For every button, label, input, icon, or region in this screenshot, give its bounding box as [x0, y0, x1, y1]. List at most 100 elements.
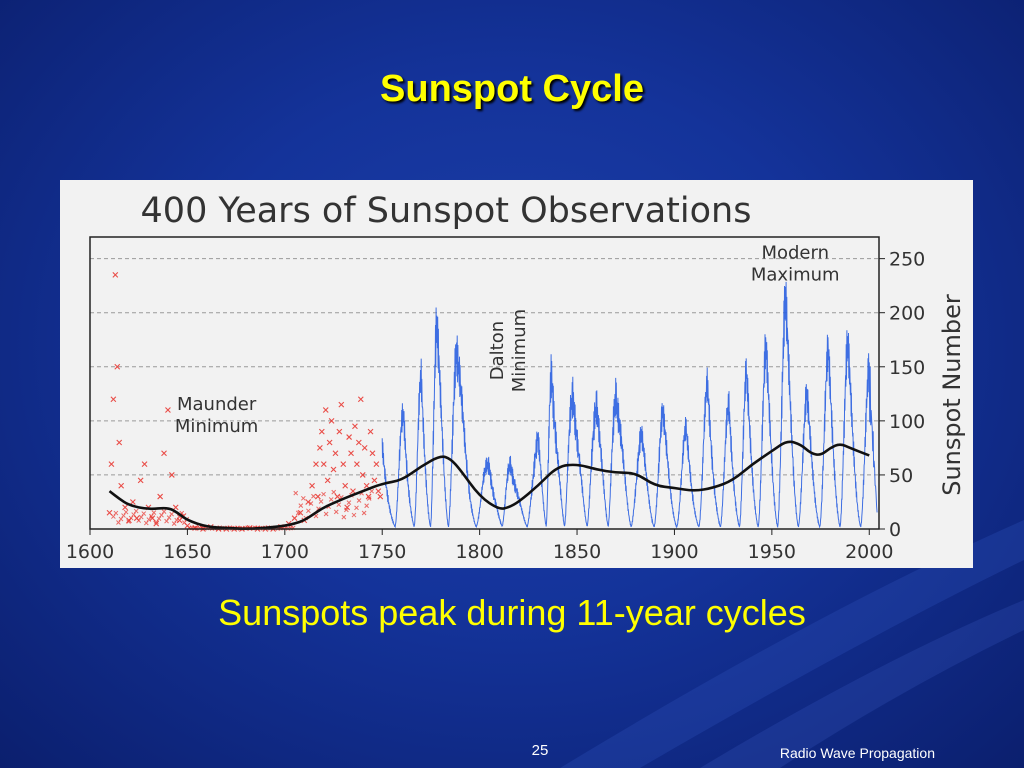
- early-observation-point: [332, 450, 339, 457]
- y-tick-label: 0: [889, 519, 901, 541]
- early-observation-point: [341, 514, 347, 520]
- early-observation-point: [181, 520, 187, 525]
- early-observation-point: [112, 271, 119, 278]
- early-observation-point: [168, 472, 175, 478]
- early-observation-point: [367, 428, 374, 435]
- early-observation-point: [141, 461, 148, 468]
- early-observation-point: [321, 491, 326, 497]
- early-observation-point: [346, 434, 352, 440]
- x-tick-label: 1650: [163, 541, 211, 563]
- early-observation-point: [308, 501, 314, 506]
- x-tick-label: 1950: [748, 541, 796, 563]
- x-tick-label: 1750: [358, 541, 406, 563]
- x-axis-ticks: 1600 1650 1700 1750 1800 1850 1900 1950 2000: [66, 529, 893, 563]
- early-observation-point: [348, 450, 354, 457]
- early-observation-point: [338, 401, 345, 408]
- early-observation-point: [169, 511, 174, 517]
- footer-text: Radio Wave Propagation: [779, 745, 935, 761]
- early-observation-point: [366, 496, 372, 501]
- annotation-line: Dalton: [487, 321, 508, 380]
- early-observation-point: [151, 510, 157, 515]
- early-observation-point: [377, 493, 384, 500]
- sunspot-chart: 400 Years of Sunspot Observations Sunspo…: [66, 191, 966, 563]
- early-observation-point: [363, 482, 370, 489]
- early-observation-point: [126, 519, 131, 524]
- early-observation-point: [346, 500, 352, 505]
- annotation-line: Maximum: [751, 265, 840, 286]
- x-tick-label: 1700: [261, 541, 309, 563]
- y-tick-label: 250: [889, 249, 925, 271]
- early-observation-point: [369, 488, 375, 494]
- early-observation-point: [354, 505, 359, 511]
- y-axis-ticks: 0 50 100 150 200 250: [879, 249, 925, 541]
- sunspot-number-series: [381, 281, 878, 529]
- early-observation-point: [153, 520, 160, 527]
- early-observation-point: [342, 482, 349, 489]
- early-observation-point: [309, 482, 315, 489]
- early-observation-point: [146, 517, 152, 522]
- y-tick-label: 100: [889, 411, 925, 433]
- early-observation-point: [138, 514, 144, 520]
- early-observation-point: [324, 477, 331, 484]
- early-observation-point: [295, 510, 301, 516]
- early-observation-point: [350, 488, 356, 495]
- early-observation-point: [306, 508, 311, 514]
- trend-line-series: [108, 440, 870, 531]
- early-observation-point: [313, 461, 319, 468]
- early-observation-point: [129, 499, 136, 505]
- early-observation-point: [375, 488, 382, 495]
- early-observation-point: [322, 407, 329, 413]
- early-observation-point: [318, 499, 324, 504]
- early-observation-point: [114, 363, 121, 370]
- early-observation-point: [123, 509, 129, 515]
- early-observation-point: [340, 461, 347, 468]
- early-observation-point: [334, 493, 341, 500]
- early-observation-point: [361, 444, 368, 451]
- x-tick-label: 2000: [845, 541, 893, 563]
- plot-frame: [89, 236, 880, 530]
- annotation-line: Modern: [761, 243, 829, 264]
- trend-line: [108, 440, 870, 531]
- early-observation-point: [161, 450, 167, 457]
- early-observation-point: [364, 503, 369, 509]
- early-observation-point: [328, 417, 335, 424]
- early-observation-point: [137, 477, 144, 484]
- early-observation-point: [149, 513, 154, 519]
- x-tick-label: 1800: [455, 541, 503, 563]
- early-observation-point: [354, 461, 360, 468]
- early-observation-point: [365, 493, 372, 500]
- early-observation-point: [110, 396, 117, 403]
- early-observation-point: [118, 482, 125, 489]
- early-observation-point: [161, 509, 167, 514]
- y-axis-label: Sunspot Number: [938, 294, 966, 496]
- early-observation-point: [297, 509, 304, 516]
- early-observation-point: [116, 520, 121, 525]
- early-observation-point: [359, 472, 366, 478]
- early-observation-point: [172, 504, 179, 511]
- early-observation-point: [371, 477, 378, 484]
- early-observation-point: [154, 519, 159, 525]
- early-observation-point: [355, 439, 362, 446]
- x-tick-label: 1850: [553, 541, 601, 563]
- early-observation-point: [141, 511, 147, 516]
- y-tick-label: 200: [889, 303, 925, 325]
- early-observation-point: [328, 497, 334, 502]
- sunspot-number-line: [381, 281, 878, 529]
- early-observation-point: [291, 515, 298, 522]
- sunspot-chart-panel: 400 Years of Sunspot Observations Sunspo…: [60, 180, 973, 568]
- early-observation-point: [156, 516, 162, 521]
- early-observation-point: [293, 490, 299, 496]
- early-observation-point: [323, 511, 329, 517]
- annotation-line: Minimum: [509, 309, 530, 392]
- early-observation-point: [106, 509, 113, 516]
- early-observation-point: [113, 510, 119, 516]
- early-observation-point: [361, 510, 367, 516]
- chart-title: 400 Years of Sunspot Observations: [141, 191, 752, 231]
- early-observation-point: [356, 498, 362, 503]
- early-observation-point: [344, 507, 349, 513]
- early-observation-point: [373, 461, 380, 468]
- early-observation-point: [330, 466, 337, 473]
- early-observation-point: [165, 407, 171, 413]
- early-observation-point: [298, 503, 304, 508]
